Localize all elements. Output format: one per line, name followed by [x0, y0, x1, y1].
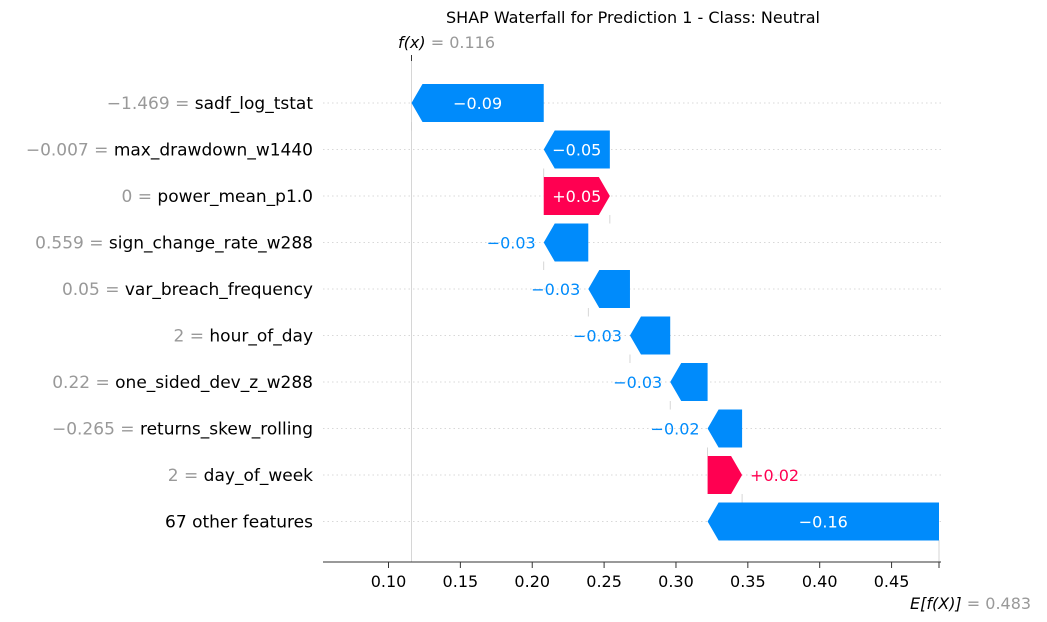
bar-value-label: −0.05	[552, 141, 601, 160]
feature-value: 0	[122, 187, 133, 207]
feature-label: 0.559 = sign_change_rate_w288	[35, 234, 313, 254]
feature-equals: =	[84, 234, 109, 254]
feature-equals: =	[170, 94, 195, 114]
fx-label: f(x)	[398, 33, 426, 52]
base-value-equals: =	[967, 594, 986, 613]
fx-value: 0.116	[449, 33, 495, 52]
feature-value: 2	[168, 466, 179, 486]
feature-equals: =	[100, 280, 125, 300]
waterfall-bar	[707, 502, 939, 541]
waterfall-bar	[588, 270, 630, 308]
feature-name: sign_change_rate_w288	[109, 234, 313, 254]
waterfall-bar	[411, 84, 544, 122]
reference-lines	[411, 60, 940, 562]
feature-value: 2	[174, 327, 185, 347]
feature-equals: =	[115, 420, 140, 440]
feature-label: −1.469 = sadf_log_tstat	[107, 94, 314, 114]
bar-value-label: −0.09	[453, 94, 502, 113]
bar-value-label: +0.02	[750, 466, 799, 485]
waterfall-bar	[543, 177, 610, 215]
feature-label: 0.22 = one_sided_dev_z_w288	[52, 373, 313, 393]
bar-value-label: −0.02	[651, 420, 700, 439]
connector-lines	[411, 122, 743, 503]
bar-value-label: +0.05	[552, 187, 601, 206]
feature-equals: =	[89, 141, 114, 161]
waterfall-bar	[670, 363, 708, 401]
feature-name: hour_of_day	[209, 327, 313, 347]
feature-label: 0.05 = var_breach_frequency	[62, 280, 313, 300]
feature-equals: =	[90, 373, 115, 393]
feature-value: 0.559	[35, 234, 84, 254]
waterfall-bar	[543, 223, 589, 262]
feature-label: 2 = hour_of_day	[174, 327, 313, 347]
feature-equals: =	[179, 466, 204, 486]
bar-value-label: −0.16	[799, 513, 848, 532]
x-tick-label: 0.40	[802, 572, 838, 591]
feature-equals: =	[132, 187, 157, 207]
base-value-label: E[f(X)]	[910, 594, 962, 613]
x-tick-label: 0.20	[514, 572, 550, 591]
feature-name: max_drawdown_w1440	[114, 141, 313, 161]
x-tick-label: 0.25	[586, 572, 622, 591]
bars	[411, 84, 939, 541]
feature-value: 0.05	[62, 280, 100, 300]
base-value-number: 0.483	[985, 594, 1031, 613]
x-tick-label: 0.35	[730, 572, 766, 591]
feature-value: −0.007	[26, 141, 89, 161]
feature-label: −0.007 = max_drawdown_w1440	[26, 141, 313, 161]
feature-name: 67 other features	[165, 513, 313, 533]
x-tick-label: 0.10	[371, 572, 407, 591]
waterfall-bar	[543, 130, 610, 169]
feature-value: −1.469	[107, 94, 170, 114]
bar-value-label: −0.03	[573, 327, 622, 346]
bar-value-label: −0.03	[531, 280, 580, 299]
feature-label: −0.265 = returns_skew_rolling	[52, 420, 313, 440]
feature-name: returns_skew_rolling	[140, 420, 313, 440]
feature-labels: −1.469 = sadf_log_tstat −0.007 = max_draw…	[26, 94, 313, 533]
x-tick-label: 0.30	[658, 572, 694, 591]
feature-equals: =	[184, 327, 209, 347]
feature-label: 2 = day_of_week	[168, 466, 313, 486]
feature-name: one_sided_dev_z_w288	[115, 373, 313, 393]
feature-name: sadf_log_tstat	[195, 94, 314, 114]
gridlines	[323, 102, 941, 522]
chart-title: SHAP Waterfall for Prediction 1 - Class:…	[446, 8, 820, 27]
feature-label: 0 = power_mean_p1.0	[122, 187, 313, 207]
feature-value: −0.265	[52, 420, 115, 440]
bar-labels: −0.09 −0.05 +0.05 −0.03 −0.03 −0.03 −0.03 −0.02…	[453, 94, 848, 532]
base-value-annotation: E[f(X)] = 0.483	[910, 594, 1031, 613]
fx-annotation: f(x) = 0.116	[398, 33, 495, 52]
feature-name: day_of_week	[204, 466, 313, 486]
feature-name: var_breach_frequency	[125, 280, 313, 300]
x-tick-label: 0.45	[874, 572, 910, 591]
x-axis-ticks: 0.10 0.15 0.20 0.25 0.30 0.35 0.40 0.45	[371, 562, 910, 591]
waterfall-bar	[707, 456, 743, 494]
feature-value: 0.22	[52, 373, 90, 393]
feature-name: power_mean_p1.0	[157, 187, 313, 207]
waterfall-bar	[707, 409, 743, 448]
bar-value-label: −0.03	[613, 373, 662, 392]
feature-label: 67 other features	[165, 513, 313, 533]
waterfall-bar	[629, 316, 671, 355]
bar-value-label: −0.03	[487, 234, 536, 253]
x-tick-label: 0.15	[443, 572, 479, 591]
fx-equals: =	[431, 33, 450, 52]
